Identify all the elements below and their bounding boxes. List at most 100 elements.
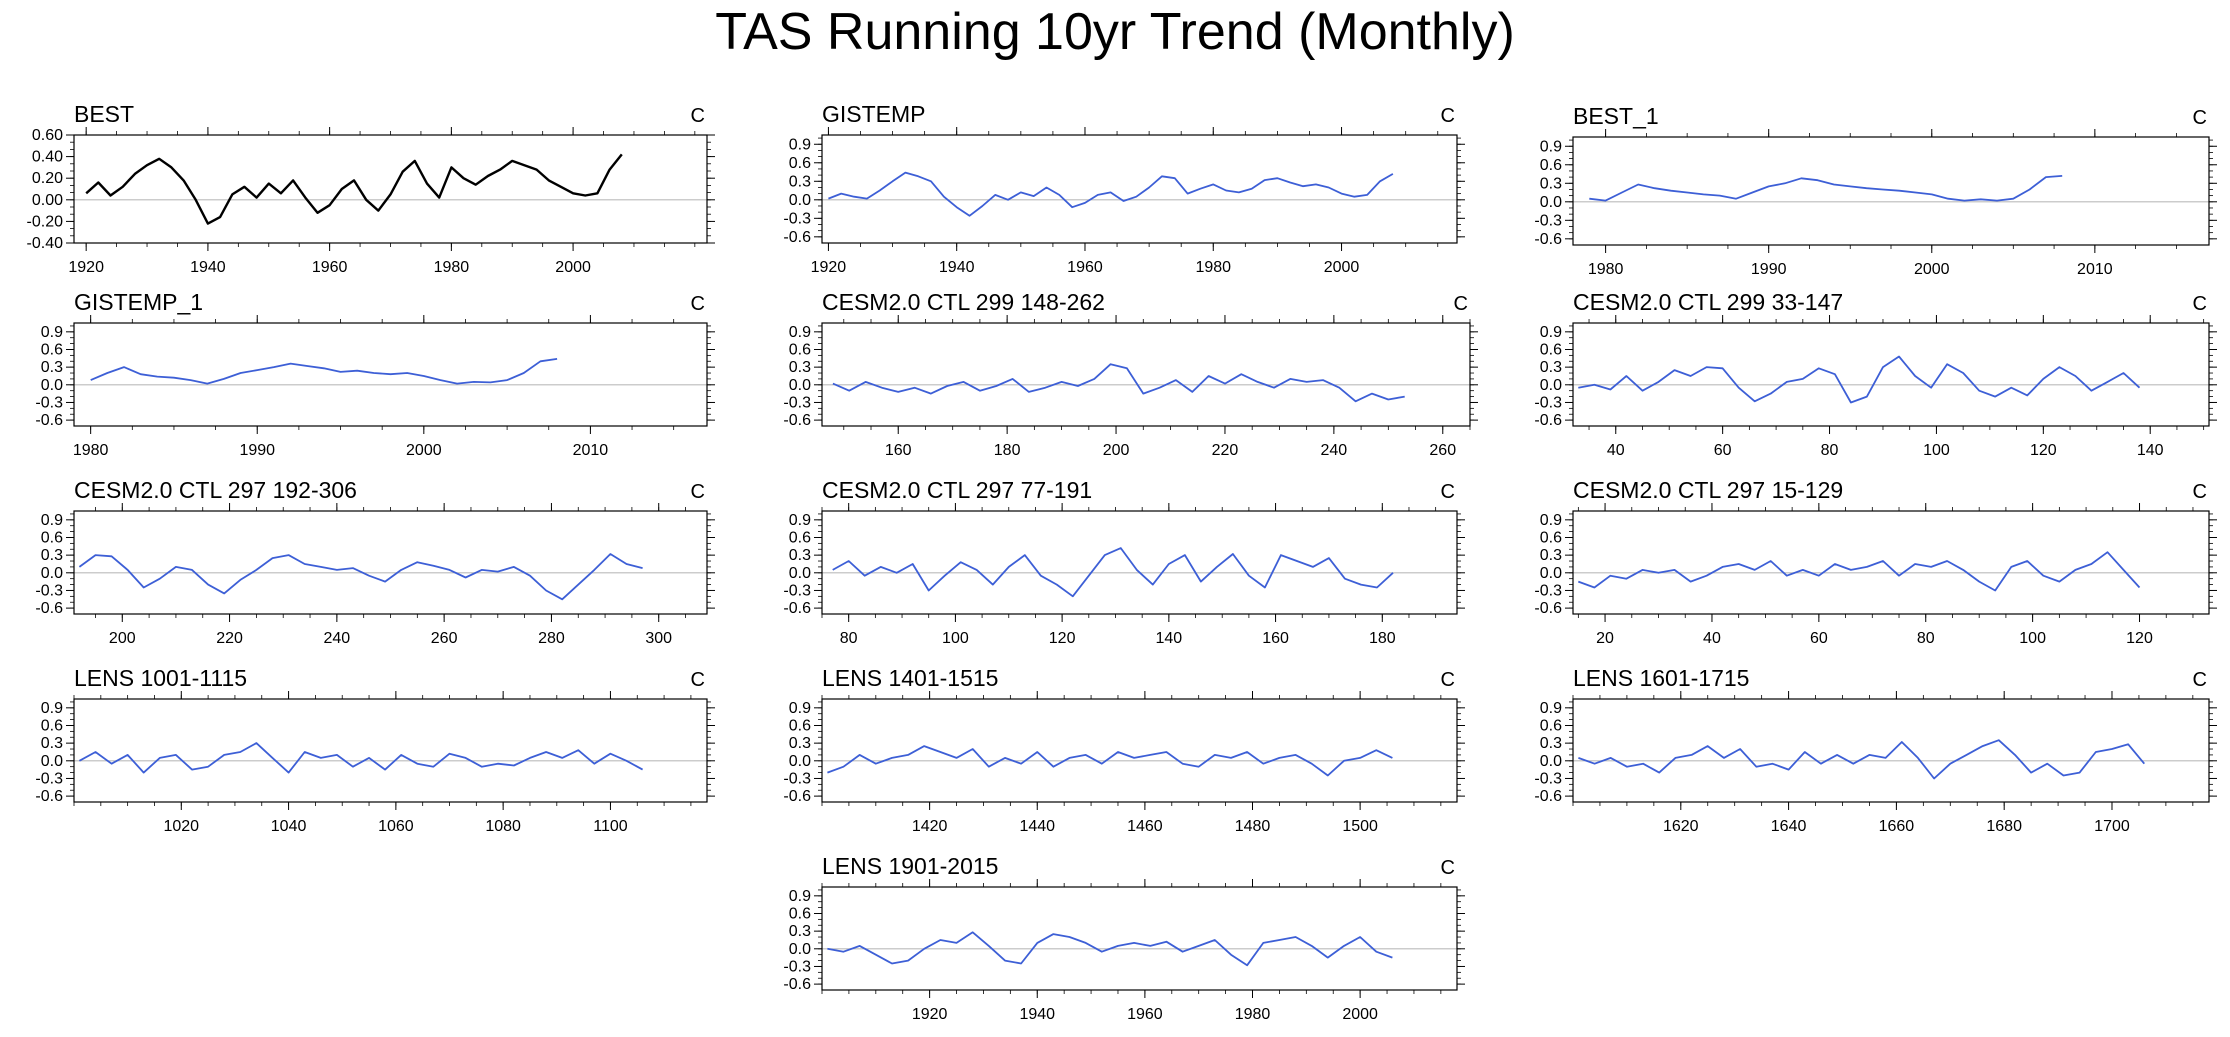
y-tick-label: 0.00 [32,192,63,209]
y-tick-label: 0.3 [1540,735,1562,752]
x-tick-label: 280 [538,630,565,647]
y-tick-label: -0.3 [1534,212,1562,229]
x-tick-label: 20 [1596,630,1614,647]
y-tick-label: -0.6 [783,600,811,617]
x-tick-label: 1980 [1588,261,1624,278]
y-tick-label: -0.3 [35,394,63,411]
x-tick-label: 80 [1821,442,1839,459]
y-tick-label: 0.0 [789,753,811,770]
panel-7: CESM2.0 CTL 297 192-306 C-0.6-0.30.00.30.… [35,477,715,647]
panel-title: BEST [74,101,134,127]
plot-frame [821,886,1458,991]
panel-12: LENS 1601-1715 C -0.6-0.30.00.30.60.9 1620 1… [1534,665,2217,835]
y-tick-label: 0.6 [789,529,811,546]
panel-title: CESM2.0 CTL 299 148-262 [822,289,1105,315]
panel-units: C [2193,669,2207,691]
x-tick-label: 1960 [1067,259,1103,276]
y-tick-label: 0.3 [789,923,811,940]
x-tick-label: 180 [994,442,1021,459]
y-tick-label: -0.6 [1534,600,1562,617]
panel-title: CESM2.0 CTL 299 33-147 [1573,289,1843,315]
x-tick-label: 2000 [1914,261,1950,278]
x-tick-label: 1990 [239,442,275,459]
x-tick-label: 2000 [1324,259,1360,276]
x-tick-label: 80 [1917,630,1935,647]
series-line [1578,355,2141,404]
x-tick-label: 120 [1049,630,1076,647]
x-tick-label: 1980 [434,259,470,276]
y-tick-label: -0.3 [783,210,811,227]
panel-title: CESM2.0 CTL 297 192-306 [74,477,357,503]
x-tick-label: 2000 [1342,1006,1378,1023]
y-tick-label: 0.9 [789,512,811,529]
x-tick-label: 1960 [312,259,348,276]
y-tick-label: -0.40 [27,235,64,252]
y-tick-label: 0.6 [789,717,811,734]
y-tick-label: 0.0 [789,192,811,209]
x-tick-label: 2000 [555,259,591,276]
y-tick-label: 0.9 [41,324,63,341]
y-tick-label: -0.6 [1534,788,1562,805]
y-tick-label: -0.6 [783,976,811,993]
y-tick-label: 0.9 [789,888,811,905]
y-tick-label: 0.0 [1540,194,1562,211]
series-line [78,553,643,601]
x-tick-label: 200 [109,630,136,647]
y-tick-label: 0.6 [789,155,811,172]
series-line [1589,175,2063,202]
y-tick-label: 0.9 [41,700,63,717]
panel-units: C [2193,293,2207,315]
y-tick-label: 0.6 [789,341,811,358]
plot-frame [1572,510,2210,615]
x-tick-label: 120 [2126,630,2153,647]
y-tick-label: 0.0 [41,753,63,770]
y-tick-label: 0.6 [1540,717,1562,734]
panel-title: CESM2.0 CTL 297 77-191 [822,477,1092,503]
panel-6: CESM2.0 CTL 299 33-147 C -0.6-0.30.00.30.6… [1534,289,2217,459]
y-tick-label: -0.6 [1534,412,1562,429]
panel-8: CESM2.0 CTL 297 77-191 C -0.6-0.30.00.30.6… [783,477,1465,647]
y-tick-label: 0.0 [1540,753,1562,770]
y-tick-label: 0.9 [789,136,811,153]
panel-title: GISTEMP [822,101,926,127]
y-tick-label: 0.0 [41,377,63,394]
plot-frame [821,698,1458,803]
panel-units: C [1441,105,1455,127]
y-tick-label: 0.0 [789,377,811,394]
plot-frame [73,322,708,427]
x-tick-label: 120 [2030,442,2057,459]
x-tick-label: 1060 [378,818,414,835]
x-tick-label: 1940 [1019,1006,1055,1023]
figure-title: TAS Running 10yr Trend (Monthly) [715,3,1515,61]
plot-frame [73,510,708,615]
y-tick-label: -0.6 [783,788,811,805]
x-tick-label: 1620 [1663,818,1699,835]
y-tick-label: 0.9 [1540,324,1562,341]
series-line [1577,551,2141,592]
x-tick-label: 240 [324,630,351,647]
series-line [827,931,1393,967]
panel-title: GISTEMP_1 [74,289,203,315]
series-line [90,358,558,385]
y-tick-label: -0.6 [1534,231,1562,248]
x-tick-label: 180 [1369,630,1396,647]
panel-units: C [2193,481,2207,503]
x-tick-label: 100 [942,630,969,647]
x-tick-label: 1660 [1879,818,1915,835]
y-tick-label: 0.20 [32,170,63,187]
x-tick-label: 260 [431,630,458,647]
x-tick-label: 1460 [1127,818,1163,835]
x-tick-label: 1920 [68,259,104,276]
panel-units: C [691,293,705,315]
y-tick-label: -0.3 [1534,582,1562,599]
y-tick-label: -0.3 [783,582,811,599]
x-tick-label: 40 [1703,630,1721,647]
y-tick-label: 0.3 [41,359,63,376]
y-tick-label: 0.9 [1540,138,1562,155]
x-tick-label: 100 [1923,442,1950,459]
y-tick-label: 0.3 [1540,359,1562,376]
y-tick-label: -0.20 [27,213,64,230]
panel-title: LENS 1001-1115 [74,665,247,691]
panel-13: LENS 1901-2015 C -0.6-0.30.00.30.60.9 1920 1… [783,853,1465,1023]
